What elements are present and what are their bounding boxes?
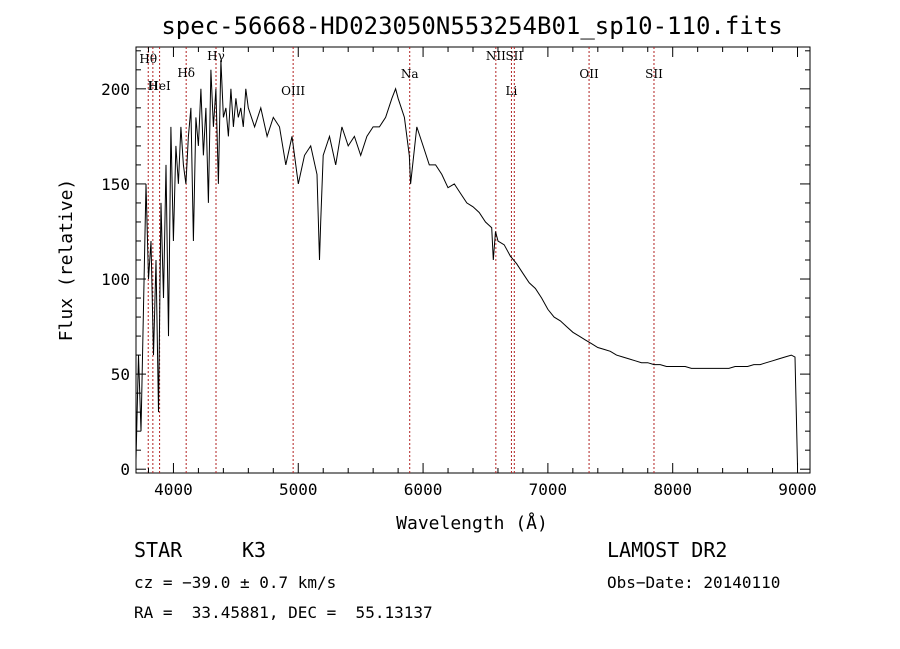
object-subclass: K3 bbox=[242, 538, 267, 562]
line-marker-label: Hγ bbox=[207, 49, 225, 63]
x-tick-label: 9000 bbox=[778, 480, 817, 499]
redshift-cz: cz = −39.0 ± 0.7 km/s bbox=[134, 573, 337, 592]
y-axis-label: Flux (relative) bbox=[56, 179, 77, 342]
line-marker-label: Na bbox=[401, 67, 419, 81]
line-marker-label: Li bbox=[506, 84, 518, 98]
y-tick-label: 0 bbox=[120, 460, 130, 479]
survey-name: LAMOST DR2 bbox=[607, 538, 728, 562]
spectrum-line bbox=[135, 60, 798, 466]
x-tick-label: 4000 bbox=[154, 480, 193, 499]
line-marker-label: Hθ bbox=[139, 52, 157, 66]
y-tick-label: 50 bbox=[111, 365, 130, 384]
line-marker-label: H bbox=[148, 79, 158, 93]
line-marker-label: OII bbox=[579, 67, 599, 81]
line-marker-label: Hδ bbox=[177, 66, 195, 80]
y-tick-label: 100 bbox=[101, 270, 130, 289]
ra-dec: RA = 33.45881, DEC = 55.13137 bbox=[134, 603, 433, 622]
x-tick-label: 6000 bbox=[404, 480, 443, 499]
line-marker-label: SII bbox=[645, 67, 663, 81]
x-tick-label: 8000 bbox=[653, 480, 692, 499]
chart-title: spec-56668-HD023050N553254B01_sp10-110.f… bbox=[161, 12, 782, 40]
x-axis-label: Wavelength (Å) bbox=[396, 512, 548, 534]
obs-date: Obs−Date: 20140110 bbox=[607, 573, 781, 592]
x-tick-label: 7000 bbox=[529, 480, 568, 499]
line-marker-label: NII bbox=[486, 49, 506, 63]
x-tick-label: 5000 bbox=[279, 480, 318, 499]
axis-ticks: 4000 5000 6000 7000 8000 9000 0 50 100 150 200 bbox=[101, 47, 817, 499]
object-class: STAR bbox=[134, 538, 183, 562]
line-marker-label: SII bbox=[505, 49, 523, 63]
y-tick-label: 200 bbox=[101, 80, 130, 99]
line-marker-label: HeI bbox=[148, 79, 171, 93]
line-marker-label: OIII bbox=[281, 84, 305, 98]
y-tick-label: 150 bbox=[101, 175, 130, 194]
